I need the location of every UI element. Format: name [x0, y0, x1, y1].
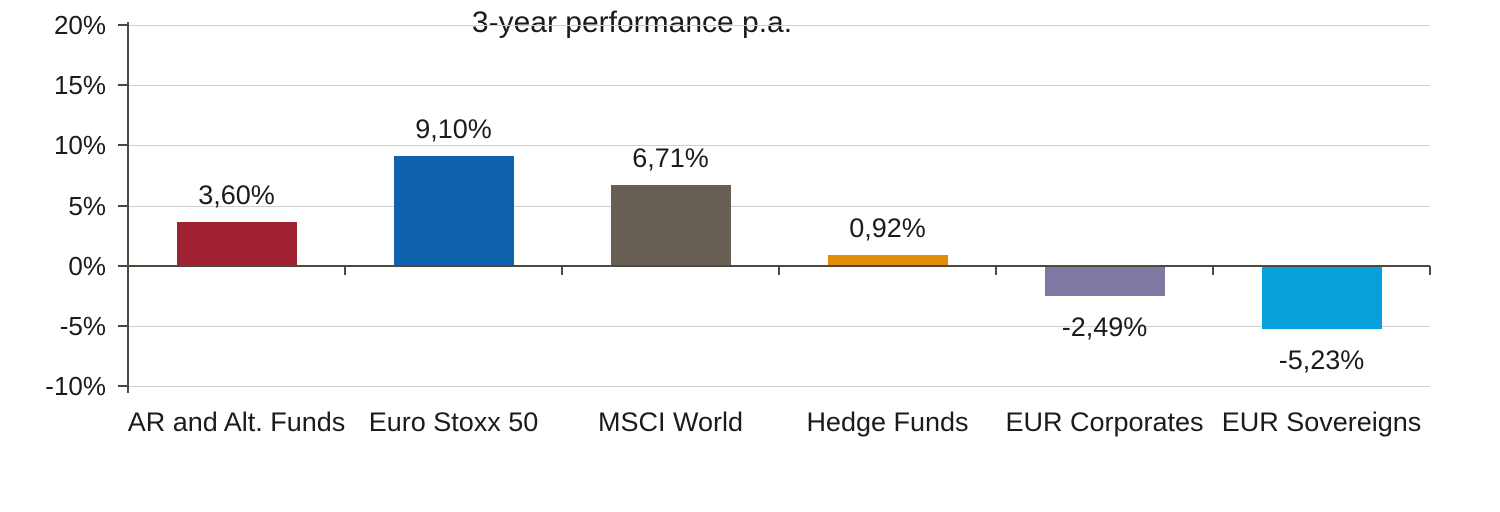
y-axis-tick — [118, 84, 128, 87]
gridline — [128, 386, 1430, 387]
x-axis-tick — [1429, 265, 1431, 275]
bar — [393, 156, 514, 266]
category-label: MSCI World — [597, 407, 744, 437]
bar — [1044, 265, 1165, 296]
y-axis-tick-label: 10% — [53, 130, 106, 161]
y-axis-tick — [118, 204, 128, 207]
category-label: Euro Stoxx 50 — [368, 407, 539, 437]
bar — [1261, 265, 1382, 329]
x-axis-tick — [1212, 265, 1214, 275]
category-label: EUR Sovereigns — [1221, 407, 1422, 437]
category-label: Hedge Funds — [806, 407, 969, 437]
gridline — [128, 325, 1430, 327]
y-axis-tick-label: 20% — [53, 10, 106, 40]
y-axis-tick — [118, 385, 128, 387]
x-axis-tick — [344, 265, 346, 275]
bar — [176, 222, 297, 266]
bar-value-label: 0,92% — [849, 212, 926, 243]
bar-value-label: 3,60% — [198, 180, 275, 211]
chart-title: 3-year performance p.a. — [471, 6, 793, 39]
bar-value-label: -5,23% — [1278, 344, 1365, 375]
bar-value-label: 6,71% — [632, 142, 709, 173]
y-axis-tick-label: -5% — [59, 310, 106, 341]
category-label: EUR Corporates — [1005, 407, 1204, 437]
y-axis-tick — [118, 324, 128, 327]
bar — [610, 184, 731, 266]
gridline — [128, 145, 1430, 147]
category-label: AR and Alt. Funds — [127, 407, 346, 437]
x-axis-tick — [778, 265, 780, 275]
y-axis-tick — [118, 144, 128, 147]
y-axis-line — [127, 22, 129, 393]
x-axis-tick — [561, 265, 563, 275]
bar — [827, 254, 948, 266]
bar-value-label: 9,10% — [415, 114, 492, 145]
x-axis-tick — [995, 265, 997, 275]
y-axis-tick-label: -10% — [45, 371, 106, 401]
gridline — [128, 205, 1430, 207]
gridline — [128, 25, 1430, 26]
y-axis-tick-label: 0% — [68, 250, 106, 281]
y-axis-tick — [118, 24, 128, 26]
y-axis-tick — [118, 264, 128, 267]
gridline — [128, 85, 1430, 87]
bar-value-label: -2,49% — [1061, 311, 1148, 342]
y-axis-tick-label: 15% — [53, 70, 106, 101]
y-axis-tick-label: 5% — [68, 190, 106, 221]
